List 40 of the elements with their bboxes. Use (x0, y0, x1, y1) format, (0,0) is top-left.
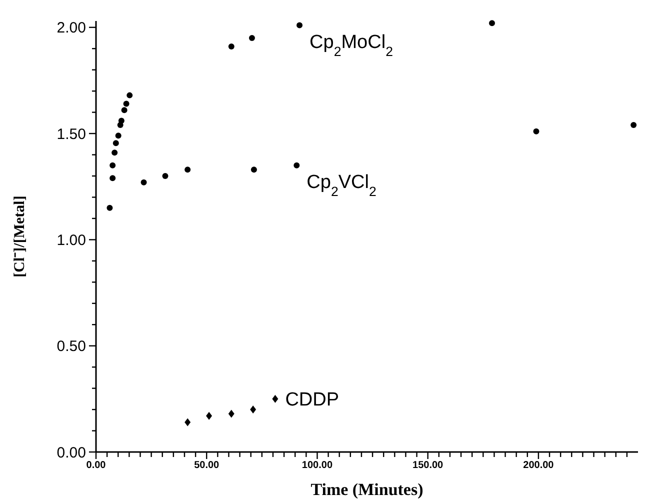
point (184, 418, 191, 426)
point (630, 122, 637, 128)
point (228, 410, 234, 418)
point (106, 204, 113, 211)
y-tick-label: 0.50 (56, 338, 86, 356)
point (110, 162, 116, 168)
point (112, 140, 119, 146)
point (250, 406, 256, 414)
point (228, 43, 234, 50)
y-axis-title: [Cl⁻]/[Metal] (12, 196, 28, 278)
point (248, 34, 255, 41)
point (126, 92, 133, 98)
x-tick-label: 0.00 (86, 460, 106, 471)
point (118, 118, 124, 124)
point (296, 22, 303, 28)
series-label: CDDP (285, 390, 340, 411)
series-label: Cp$_{2}$VCl$_{2}$ (306, 172, 376, 199)
point (533, 128, 540, 134)
x-tick-label: 200.00 (523, 460, 554, 471)
series-label: Cp$_{2}$MoCl$_{2}$ (310, 32, 393, 58)
x-axis-title: Time (Minutes) (310, 480, 424, 499)
x-tick-label: 150.00 (412, 460, 444, 471)
point (121, 107, 128, 114)
y-tick-label: 2.00 (56, 20, 86, 37)
point (123, 100, 130, 107)
point (140, 179, 147, 186)
point (294, 162, 300, 168)
point (162, 172, 168, 179)
point (250, 166, 257, 173)
point (206, 412, 212, 420)
y-tick-label: 1.00 (56, 232, 86, 249)
x-tick-label: 50.00 (194, 460, 220, 471)
point (110, 175, 116, 182)
point (272, 394, 278, 403)
point (488, 20, 495, 26)
x-tick-label: 100.00 (302, 460, 333, 471)
point (112, 150, 118, 156)
point (115, 132, 122, 139)
y-tick-label: 1.50 (56, 126, 86, 143)
point (184, 166, 191, 173)
